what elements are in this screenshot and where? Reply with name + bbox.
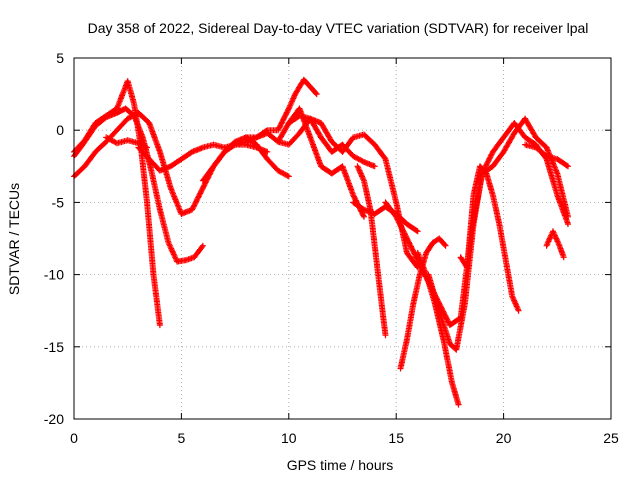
series-marks [522, 141, 571, 170]
plot-frame [73, 57, 612, 420]
chart-title: Day 358 of 2022, Sidereal Day-to-day VTE… [88, 20, 589, 36]
series-marks [71, 76, 320, 217]
series-marks [543, 228, 567, 261]
series-arc-10 [354, 163, 389, 339]
series-arc-7 [242, 134, 292, 180]
y-tick-label: 0 [56, 122, 64, 138]
y-tick-label: -10 [44, 267, 64, 283]
series-marks [397, 235, 449, 372]
series-marks [135, 141, 271, 174]
series-arc-3 [71, 76, 320, 217]
series-arc-8 [275, 105, 367, 220]
grid [74, 58, 611, 419]
series-arc-4 [103, 134, 150, 151]
series-arc-6 [199, 115, 378, 184]
x-tick-label: 5 [178, 430, 186, 446]
y-tick-label: -5 [52, 194, 65, 210]
series-marks [242, 134, 292, 180]
y-tick-label: -15 [44, 339, 64, 355]
series-marks [354, 163, 389, 339]
x-axis-label: GPS time / hours [287, 457, 394, 473]
series-arc-17 [522, 141, 571, 170]
y-axis-label: SDTVAR / TECUs [6, 183, 22, 295]
data-marks [71, 76, 571, 408]
y-tick-label: -20 [44, 411, 64, 427]
series-arc-13 [397, 235, 449, 372]
series-arc-15 [425, 115, 571, 353]
x-tick-label: 25 [603, 430, 619, 446]
series-arc-18 [543, 228, 567, 261]
y-tick-label: 5 [56, 50, 64, 66]
x-tick-label: 15 [388, 430, 404, 446]
series-arc-16 [457, 163, 522, 314]
x-tick-label: 10 [281, 430, 297, 446]
series-marks [103, 134, 150, 151]
series-marks [425, 115, 571, 353]
x-tick-label: 0 [70, 430, 78, 446]
series-marks [457, 163, 522, 314]
series-marks [275, 105, 367, 220]
x-tick-label: 20 [496, 430, 512, 446]
series-marks [199, 115, 378, 184]
axis-ticks: 0 5 10 15 20 25 -20 -15 -10 -5 0 5 [44, 50, 619, 446]
series-arc-5 [135, 141, 271, 174]
